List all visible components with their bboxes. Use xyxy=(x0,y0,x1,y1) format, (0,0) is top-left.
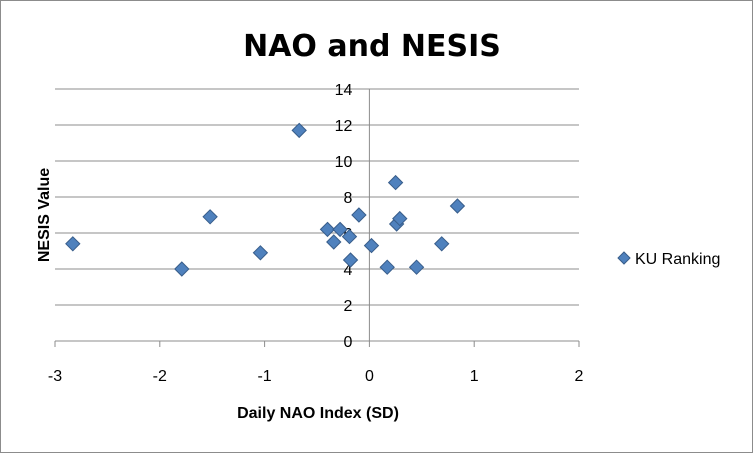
data-point xyxy=(319,221,336,238)
y-tick-label: 4 xyxy=(343,262,352,279)
data-point xyxy=(332,221,348,238)
data-point xyxy=(202,209,218,225)
legend-label: KU Ranking xyxy=(635,251,720,268)
y-tick-label: 12 xyxy=(335,118,353,135)
x-tick-label: -3 xyxy=(48,368,62,385)
data-point xyxy=(174,261,190,277)
x-tick-label: 2 xyxy=(575,368,584,385)
data-point xyxy=(449,198,466,214)
y-axis-title: NESIS Value xyxy=(36,168,53,262)
data-points xyxy=(65,122,466,277)
data-point xyxy=(379,259,395,275)
chart-title: NAO and NESIS xyxy=(243,29,501,64)
data-point xyxy=(392,210,408,227)
x-tick-label: -1 xyxy=(257,368,271,385)
legend: KU Ranking xyxy=(617,251,720,268)
data-point xyxy=(363,237,380,254)
data-point xyxy=(291,122,307,139)
x-tick-labels: -3 -2 -1 0 1 2 xyxy=(48,368,584,385)
y-tick-label: 0 xyxy=(343,334,352,351)
legend-marker-diamond-icon xyxy=(617,251,631,265)
axes xyxy=(54,88,580,347)
data-point xyxy=(387,174,404,191)
x-tick-label: -2 xyxy=(153,368,167,385)
data-point xyxy=(408,259,425,275)
x-axis-title: Daily NAO Index (SD) xyxy=(237,405,399,422)
y-tick-label: 2 xyxy=(343,298,352,315)
y-tick-labels: 02468101214 xyxy=(335,82,353,351)
x-tick-label: 1 xyxy=(470,368,479,385)
x-tick-label: 0 xyxy=(365,368,374,385)
data-point xyxy=(252,245,269,261)
y-tick-label: 14 xyxy=(335,82,353,99)
data-point xyxy=(434,236,450,252)
data-point xyxy=(326,234,342,250)
data-point xyxy=(342,252,359,268)
gridlines xyxy=(55,88,579,306)
y-tick-label: 8 xyxy=(343,190,352,207)
y-tick-label: 10 xyxy=(335,154,353,171)
data-point xyxy=(351,207,367,223)
data-point xyxy=(341,228,358,245)
data-point xyxy=(65,236,81,252)
